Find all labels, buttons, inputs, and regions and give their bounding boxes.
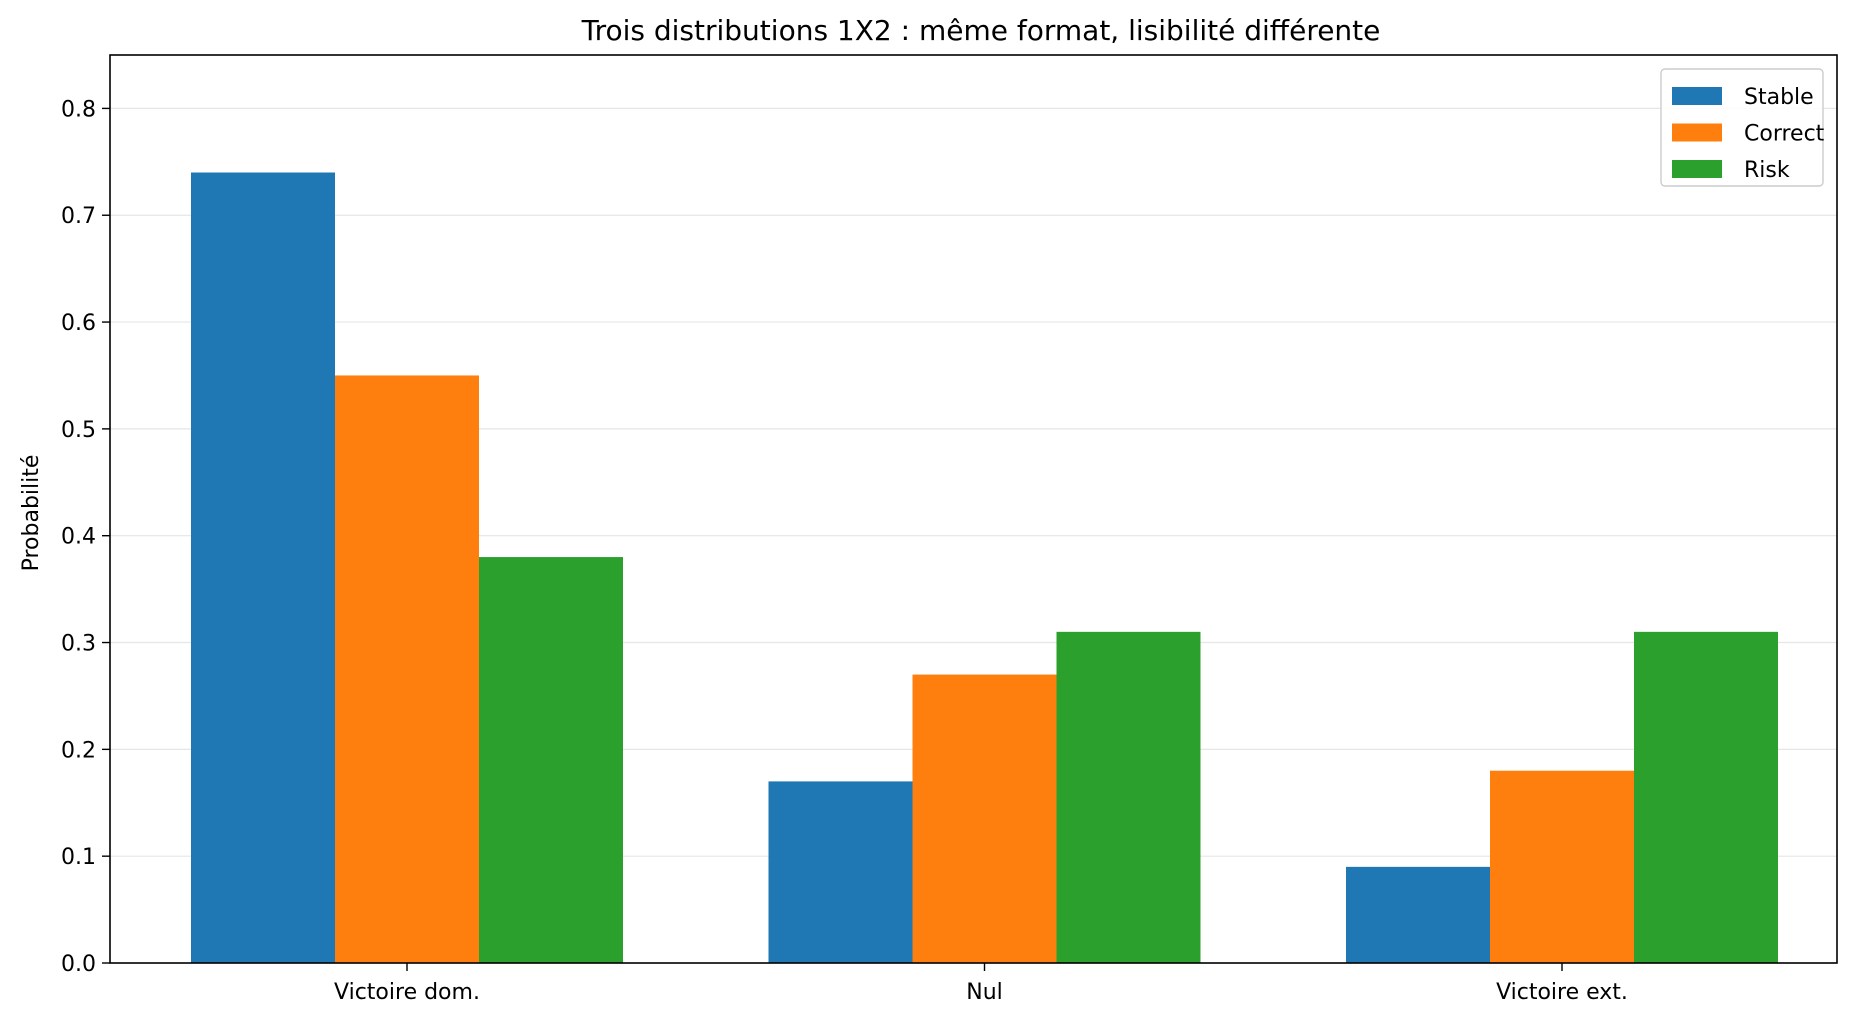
- x-tick-label: Victoire ext.: [1496, 980, 1628, 1005]
- bar-stable-1: [768, 781, 913, 963]
- chart-title: Trois distributions 1X2 : même format, l…: [581, 14, 1381, 47]
- y-tick-label: 0.0: [61, 952, 96, 977]
- bars-group: [191, 172, 1778, 964]
- bar-stable-2: [1346, 866, 1490, 963]
- x-ticks: Victoire dom. Nul Victoire ext.: [334, 963, 1628, 1005]
- bar-stable-0: [191, 172, 335, 964]
- legend-swatch-stable: [1672, 87, 1722, 105]
- bar-correct-1: [912, 674, 1057, 963]
- y-tick-label: 0.2: [61, 738, 96, 763]
- y-tick-label: 0.1: [61, 845, 96, 870]
- x-tick-label: Nul: [966, 980, 1003, 1005]
- bar-risk-1: [1056, 631, 1201, 963]
- y-tick-label: 0.5: [61, 418, 96, 443]
- legend-label-correct: Correct: [1744, 122, 1825, 147]
- bar-risk-0: [479, 557, 623, 963]
- y-ticks: 0.0 0.1 0.2 0.3 0.4 0.5 0.6 0.7 0.8: [61, 97, 110, 977]
- y-tick-label: 0.4: [61, 525, 96, 550]
- y-tick-label: 0.3: [61, 632, 96, 657]
- y-axis-label: Probabilité: [19, 455, 44, 572]
- legend-label-stable: Stable: [1744, 85, 1814, 110]
- y-tick-label: 0.7: [61, 204, 96, 229]
- legend-swatch-risk: [1672, 160, 1722, 178]
- y-tick-label: 0.6: [61, 311, 96, 336]
- legend-label-risk: Risk: [1744, 158, 1790, 183]
- bar-correct-0: [335, 375, 479, 963]
- y-tick-label: 0.8: [61, 97, 96, 122]
- legend: Stable Correct Risk: [1660, 68, 1825, 187]
- x-tick-label: Victoire dom.: [334, 980, 480, 1005]
- legend-swatch-correct: [1672, 123, 1722, 142]
- bar-risk-2: [1634, 631, 1778, 963]
- plot-frame: [109, 54, 1838, 964]
- bar-correct-2: [1490, 770, 1634, 963]
